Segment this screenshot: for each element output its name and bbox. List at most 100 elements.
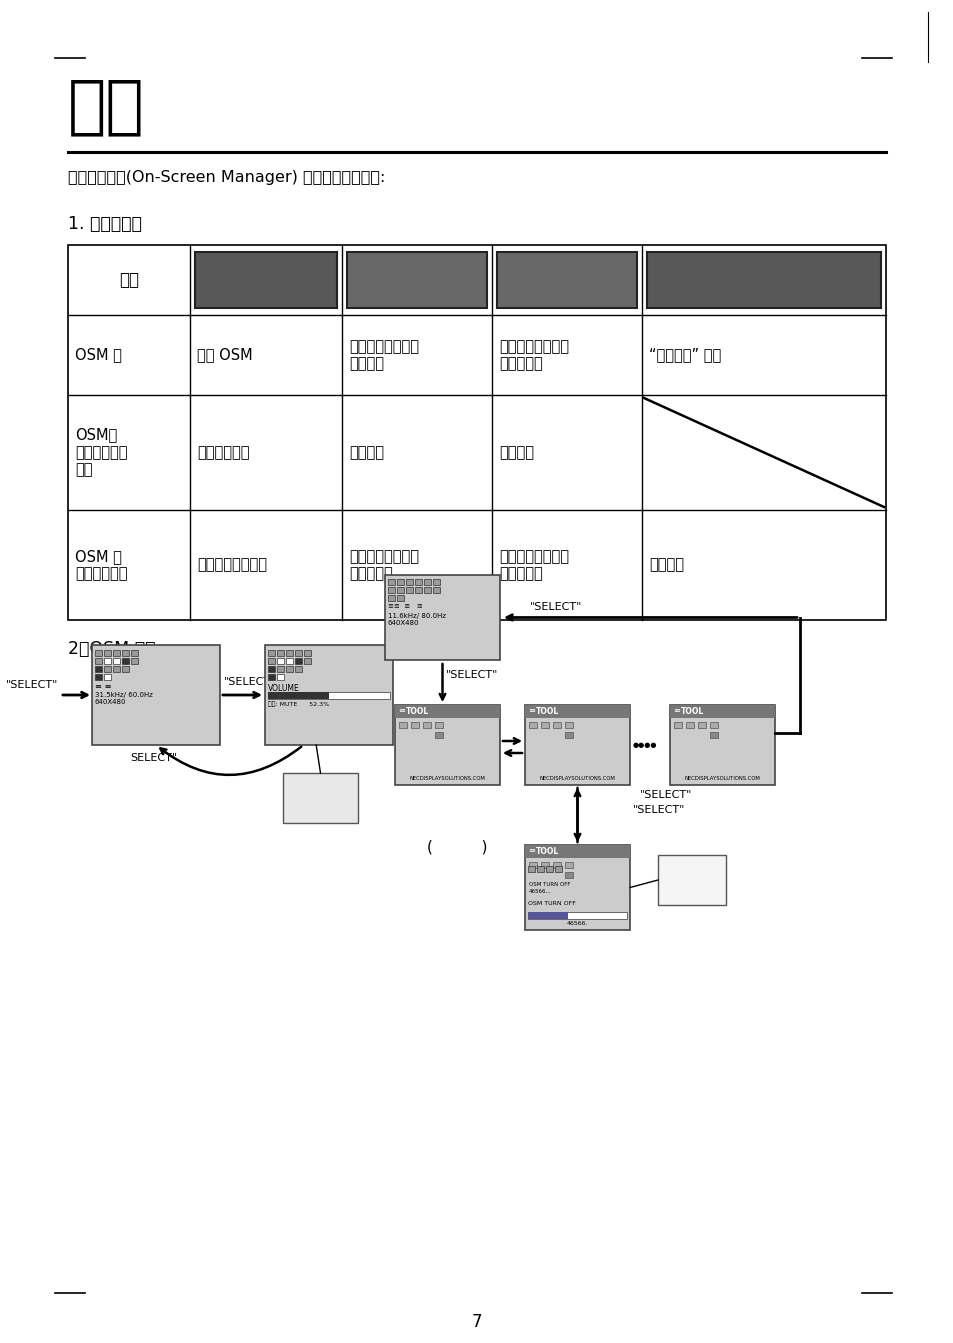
Bar [122, 658, 129, 663]
Text: −: − [405, 266, 428, 294]
Text: "SELECT": "SELECT" [530, 603, 581, 612]
Bar [435, 732, 442, 739]
Bar [435, 723, 442, 728]
Bar [395, 705, 499, 719]
Bar [406, 587, 413, 594]
Text: 46566.: 46566. [566, 921, 588, 927]
Bar [131, 658, 138, 663]
Text: 音量: MUTE      52.3%: 音量: MUTE 52.3% [268, 701, 329, 706]
Bar [527, 912, 626, 919]
Text: NECDISPLAYSOLUTIONS.COM: NECDISPLAYSOLUTIONS.COM [409, 776, 485, 782]
Bar [564, 862, 573, 868]
Bar [698, 723, 705, 728]
Bar [104, 674, 111, 680]
Bar [294, 658, 302, 663]
Bar [540, 862, 548, 868]
Text: 转到图标选择阶段: 转到图标选择阶段 [196, 557, 267, 572]
Bar [122, 666, 129, 672]
Text: "SELECT": "SELECT" [633, 804, 684, 815]
Bar [527, 912, 567, 919]
Bar [294, 650, 302, 655]
Text: OSM 关: OSM 关 [75, 348, 122, 363]
Text: 调整增加数值或调
整光标右移: 调整增加数值或调 整光标右移 [498, 549, 568, 582]
Text: TOOL: TOOL [406, 706, 429, 716]
Bar [553, 862, 560, 868]
Bar [423, 587, 431, 594]
Bar [396, 587, 403, 594]
Bar [268, 650, 274, 655]
Bar [304, 650, 311, 655]
Bar [388, 595, 395, 602]
Bar [396, 579, 403, 586]
Text: "SELECT": "SELECT" [6, 680, 58, 690]
Bar [95, 674, 102, 680]
Bar [398, 723, 407, 728]
Text: 31.5kHz/ 60.0Hz: 31.5kHz/ 60.0Hz [95, 692, 152, 698]
Text: VOLUME: VOLUME [268, 684, 299, 693]
Bar [415, 587, 421, 594]
Text: 光标左移: 光标左移 [349, 445, 384, 461]
Bar [268, 692, 329, 698]
Text: 重置操作: 重置操作 [648, 557, 683, 572]
Text: ●●●●: ●●●● [633, 741, 657, 748]
Bar [104, 666, 111, 672]
Text: 11.6kHz/ 80.0Hz: 11.6kHz/ 80.0Hz [388, 612, 446, 619]
Text: 调整减少数值或调
整光标左移: 调整减少数值或调 整光标左移 [349, 549, 418, 582]
Text: 转到调整阶段: 转到调整阶段 [196, 445, 250, 461]
Bar [527, 866, 535, 872]
Text: 进入对比度调整窗
口的快捷键: 进入对比度调整窗 口的快捷键 [498, 338, 568, 371]
Bar [276, 650, 284, 655]
Text: NECDISPLAYSOLUTIONS.COM: NECDISPLAYSOLUTIONS.COM [684, 776, 760, 782]
Text: "SELECT": "SELECT" [224, 677, 276, 688]
Bar [122, 650, 129, 655]
Text: 1. 本按键功能: 1. 本按键功能 [68, 215, 142, 232]
Bar [529, 862, 537, 868]
Bar [268, 692, 390, 698]
Text: +: + [555, 266, 578, 294]
Text: 2．OSM 结构: 2．OSM 结构 [68, 641, 155, 658]
Text: OSM TURN OFF: OSM TURN OFF [527, 901, 576, 907]
Bar [555, 866, 561, 872]
Text: TOOL: TOOL [680, 706, 703, 716]
Bar [395, 705, 499, 786]
Bar [276, 666, 284, 672]
Text: 显示器前面的(On-Screen Manager) 控制按钮作用如下:: 显示器前面的(On-Screen Manager) 控制按钮作用如下: [68, 171, 385, 185]
Bar [112, 666, 120, 672]
Text: SELECT
（选择）: SELECT （选择） [245, 269, 287, 291]
Bar [524, 845, 629, 929]
Text: 640X480: 640X480 [388, 620, 419, 626]
Bar [388, 587, 395, 594]
Bar [540, 723, 548, 728]
Bar [524, 705, 629, 786]
Bar [286, 658, 293, 663]
Text: ≡: ≡ [527, 846, 535, 855]
Bar [286, 666, 293, 672]
Text: ≡: ≡ [397, 706, 405, 714]
Bar [709, 723, 718, 728]
Bar [545, 866, 553, 872]
Text: 光标右移: 光标右移 [498, 445, 534, 461]
Bar [673, 723, 681, 728]
Bar [276, 674, 284, 680]
Bar [497, 252, 637, 308]
Text: ≡ ≡: ≡ ≡ [95, 682, 112, 692]
Bar [646, 252, 880, 308]
Bar [564, 872, 573, 878]
Bar [95, 666, 102, 672]
Text: 控制: 控制 [68, 75, 145, 137]
Bar [304, 658, 311, 663]
Text: NECDISPLAYSOLUTIONS.COM: NECDISPLAYSOLUTIONS.COM [539, 776, 615, 782]
Bar [396, 595, 403, 602]
Text: OSM开
（图标选择阶
段）: OSM开 （图标选择阶 段） [75, 427, 128, 477]
Bar [112, 658, 120, 663]
Bar [194, 252, 336, 308]
Bar [423, 579, 431, 586]
Bar [669, 705, 774, 786]
Bar [433, 579, 439, 586]
Bar [524, 705, 629, 719]
Bar [68, 244, 885, 620]
Text: (          ): ( ) [427, 839, 487, 855]
Bar [564, 723, 573, 728]
Bar [658, 855, 725, 905]
Bar [529, 723, 537, 728]
